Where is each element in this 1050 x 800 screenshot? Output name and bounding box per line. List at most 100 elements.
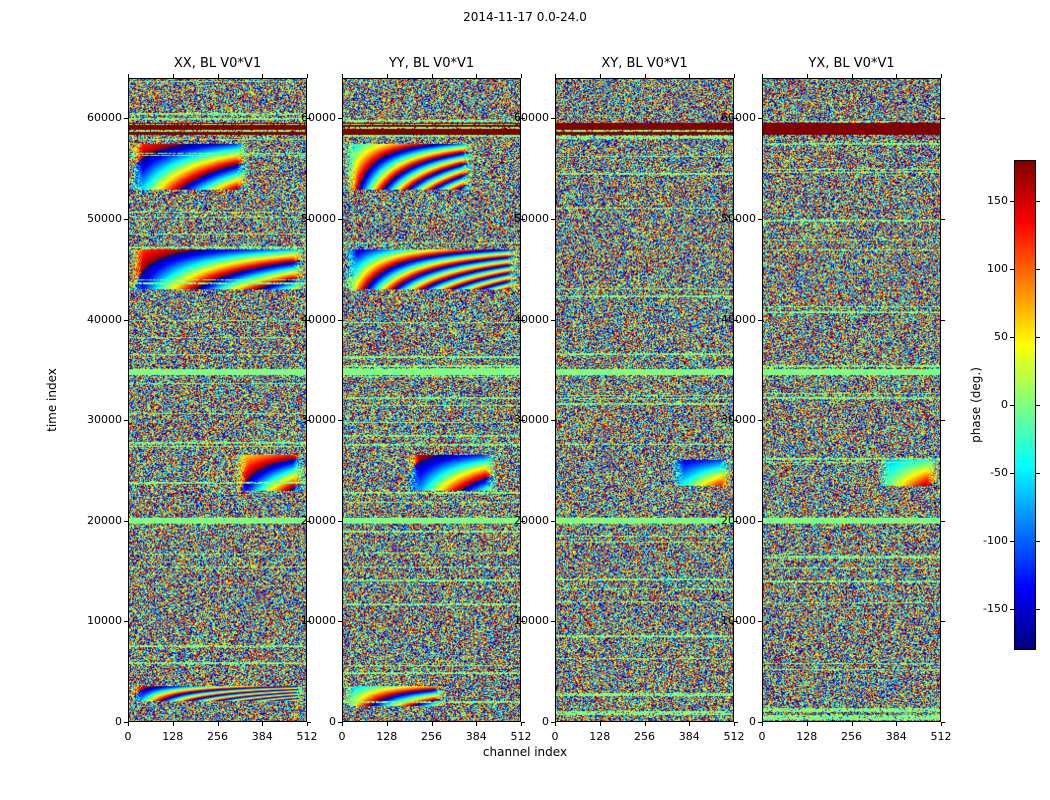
y-tick-mark [521, 319, 525, 321]
x-tick-mark [762, 74, 763, 78]
y-tick-mark [734, 319, 738, 321]
y-tick-label: 40000 [514, 312, 549, 326]
y-tick-label: 0 [329, 715, 336, 728]
x-tick-mark [386, 74, 388, 78]
y-tick-label: 60000 [721, 111, 756, 125]
y-tick-label: 10000 [721, 614, 756, 628]
x-tick-label: 384 [251, 730, 273, 743]
x-tick-label: 256 [634, 730, 655, 743]
y-tick-mark [734, 420, 738, 422]
x-tick-mark [689, 722, 691, 726]
x-tick-mark [307, 74, 308, 78]
y-tick-mark [734, 520, 738, 522]
panel-title-yy: YY, BL V0*V1 [388, 56, 475, 71]
x-tick-mark [555, 722, 556, 726]
x-tick-mark [431, 722, 433, 726]
x-tick-mark [941, 722, 942, 726]
x-tick-mark [896, 722, 898, 726]
y-tick-mark [941, 420, 945, 422]
y-tick-mark [521, 520, 525, 522]
y-tick-label: 40000 [301, 312, 336, 326]
y-tick-mark [734, 218, 738, 220]
y-tick-mark [941, 520, 945, 522]
y-tick-mark [551, 319, 555, 321]
y-tick-label: 10000 [87, 614, 122, 628]
x-tick-label: 128 [589, 730, 611, 743]
y-tick-mark [338, 218, 342, 220]
heatmap-panel-yy[interactable] [342, 78, 521, 722]
colorbar-tick-mark [1036, 268, 1040, 270]
y-tick-mark [124, 218, 128, 220]
x-tick-mark [342, 722, 343, 726]
x-tick-label: 128 [376, 730, 398, 743]
x-tick-mark [172, 722, 174, 726]
x-tick-label: 384 [885, 730, 907, 743]
y-tick-label: 50000 [514, 211, 549, 225]
y-tick-mark [758, 520, 762, 522]
heatmap-panel-xx[interactable] [128, 78, 307, 722]
y-tick-label: 20000 [301, 513, 336, 527]
x-tick-label: 384 [678, 730, 700, 743]
x-tick-mark [217, 74, 219, 78]
y-tick-mark [941, 218, 945, 220]
y-tick-label: 20000 [514, 513, 549, 527]
y-tick-mark [124, 118, 128, 120]
y-tick-mark [941, 621, 945, 623]
panel-title-xx: XX, BL V0*V1 [173, 56, 262, 71]
x-tick-label: 128 [162, 730, 184, 743]
y-tick-mark [521, 218, 525, 220]
y-tick-mark [941, 118, 945, 120]
colorbar-tick-mark [1010, 200, 1014, 202]
x-tick-mark [806, 74, 808, 78]
y-tick-mark [124, 621, 128, 623]
y-tick-mark [758, 118, 762, 120]
y-tick-mark [551, 722, 555, 723]
colorbar-tick-mark [1036, 200, 1040, 202]
colorbar-tick-mark [1036, 541, 1040, 543]
heatmap-image-yy [343, 79, 520, 721]
y-tick-label: 0 [542, 715, 549, 728]
colorbar-tick-mark [1010, 405, 1014, 406]
y-tick-mark [551, 118, 555, 120]
y-tick-label: 60000 [514, 111, 549, 125]
x-tick-mark [851, 722, 853, 726]
y-tick-mark [551, 520, 555, 522]
y-tick-label: 30000 [301, 413, 336, 427]
y-tick-mark [521, 621, 525, 623]
x-tick-mark [521, 74, 522, 78]
x-tick-mark [851, 74, 853, 78]
x-tick-mark [128, 722, 129, 726]
y-tick-mark [521, 722, 525, 723]
y-tick-label: 0 [115, 715, 122, 728]
x-tick-label: 0 [551, 730, 559, 743]
y-tick-mark [338, 420, 342, 422]
y-axis-label: time index [45, 368, 59, 432]
colorbar-tick-mark [1010, 268, 1014, 270]
x-tick-mark [262, 74, 264, 78]
x-tick-label: 0 [338, 730, 346, 743]
x-tick-mark [734, 722, 735, 726]
x-tick-mark [217, 722, 219, 726]
x-tick-mark [386, 722, 388, 726]
heatmap-panel-yx[interactable] [762, 78, 941, 722]
colorbar-tick-label: 100 [987, 261, 1008, 275]
y-tick-mark [307, 420, 311, 422]
x-tick-mark [599, 722, 601, 726]
y-tick-label: 50000 [721, 211, 756, 225]
y-tick-label: 0 [749, 715, 756, 728]
colorbar-tick-label: 150 [987, 193, 1008, 207]
colorbar[interactable] [1014, 160, 1036, 650]
y-tick-mark [734, 722, 738, 723]
heatmap-panel-xy[interactable] [555, 78, 734, 722]
colorbar-tick-mark [1010, 473, 1014, 475]
y-tick-mark [551, 218, 555, 220]
x-tick-mark [172, 74, 174, 78]
y-tick-mark [521, 420, 525, 422]
y-tick-label: 20000 [721, 513, 756, 527]
colorbar-gradient [1015, 161, 1035, 649]
y-tick-label: 10000 [301, 614, 336, 628]
y-tick-mark [307, 520, 311, 522]
colorbar-tick-mark [1010, 541, 1014, 543]
x-tick-mark [896, 74, 898, 78]
colorbar-tick-mark [1036, 336, 1040, 338]
